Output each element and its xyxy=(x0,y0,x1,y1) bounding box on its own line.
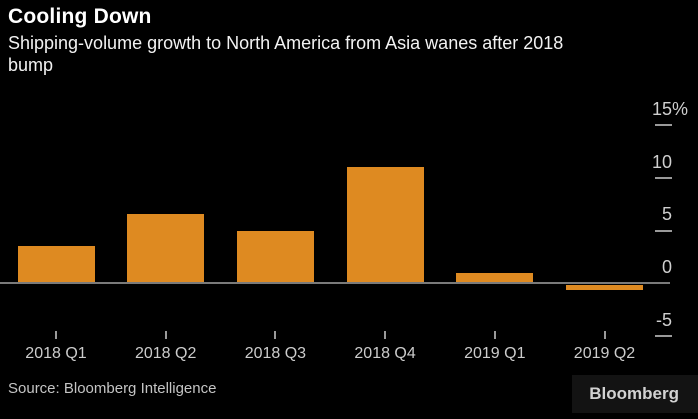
y-label-10: 10 xyxy=(651,151,672,172)
y-label-5: 5 xyxy=(661,204,672,225)
x-label-2018-q1: 2018 Q1 xyxy=(25,345,87,362)
y-label-15: 15% xyxy=(651,98,689,119)
x-label-2019-q2: 2019 Q2 xyxy=(573,345,636,362)
x-tick-2018-q2 xyxy=(164,331,167,339)
y-tick-10 xyxy=(655,177,672,179)
bloomberg-logo-text: Bloomberg xyxy=(589,384,679,403)
x-tick-2019-q1 xyxy=(493,331,496,339)
bar-2018-q4 xyxy=(346,167,424,284)
bar-2018-q1 xyxy=(17,245,95,284)
y-tick-15 xyxy=(655,124,672,127)
bloomberg-logo: Bloomberg xyxy=(572,375,698,413)
x-label-2018-q4: 2018 Q4 xyxy=(354,345,416,362)
chart-title: Cooling Down xyxy=(8,5,152,28)
x-tick-2018-q1 xyxy=(55,331,57,339)
bar-2018-q2 xyxy=(127,213,205,284)
y-tick--5 xyxy=(655,335,672,338)
x-tick-2019-q2 xyxy=(603,331,606,339)
chart-subtitle-line-2: bump xyxy=(8,55,54,75)
bar-2019-q2 xyxy=(566,284,643,290)
bar-2018-q3 xyxy=(236,230,314,284)
x-label-2018-q3: 2018 Q3 xyxy=(244,345,307,362)
x-label-2019-q1: 2019 Q1 xyxy=(464,345,526,362)
x-tick-2018-q4 xyxy=(384,331,387,339)
source-note: Source: Bloomberg Intelligence xyxy=(8,380,217,397)
y-tick-5 xyxy=(655,229,672,232)
y-label--5: -5 xyxy=(655,309,672,330)
x-tick-2018-q3 xyxy=(274,331,277,339)
y-label-0: 0 xyxy=(661,257,672,277)
bar-2019-q1 xyxy=(456,272,534,284)
y-axis-unit: % xyxy=(672,98,689,119)
zero-baseline xyxy=(0,282,670,284)
x-label-2018-q2: 2018 Q2 xyxy=(134,345,197,362)
chart-subtitle-line-1: Shipping-volume growth to North America … xyxy=(8,33,564,53)
